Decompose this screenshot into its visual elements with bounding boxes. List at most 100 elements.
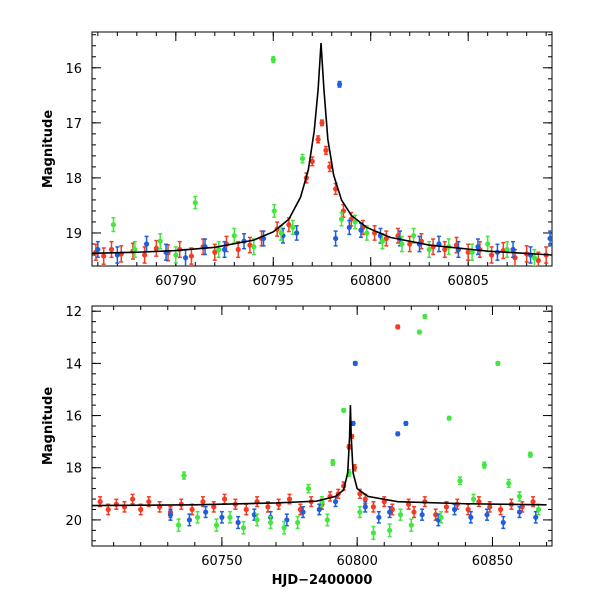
data-point: [487, 504, 493, 510]
data-point: [531, 255, 538, 261]
data-point: [219, 514, 225, 520]
data-point: [319, 120, 325, 126]
y-tick-label: 12: [65, 305, 82, 320]
data-point: [516, 509, 523, 515]
data-point: [110, 222, 117, 228]
data-point: [316, 506, 322, 513]
y-axis-label: Magnitude: [41, 110, 56, 189]
data-point: [395, 324, 401, 330]
data-point: [533, 514, 539, 520]
data-point: [327, 164, 333, 170]
x-tick-label: 60850: [472, 554, 513, 569]
data-point: [305, 486, 312, 492]
data-point: [387, 509, 393, 515]
data-point: [465, 249, 471, 255]
data-point: [510, 246, 516, 253]
x-tick-label: 60795: [253, 274, 294, 289]
data-point: [271, 208, 277, 214]
data-point: [290, 224, 296, 231]
data-point: [323, 147, 329, 153]
data-point: [143, 241, 150, 247]
data-point: [186, 517, 193, 523]
data-point: [338, 216, 345, 222]
data-point: [221, 496, 228, 502]
data-point: [497, 506, 504, 513]
plot-area: [92, 42, 552, 266]
data-point: [95, 246, 101, 253]
data-point: [451, 506, 458, 513]
data-point: [129, 496, 136, 502]
data-point: [251, 512, 257, 518]
data-point: [530, 499, 536, 505]
data-point: [295, 519, 301, 526]
data-point: [506, 480, 512, 486]
data-point: [527, 452, 533, 458]
data-point: [300, 509, 306, 515]
data-point: [309, 158, 315, 164]
x-tick-label: 60750: [201, 554, 242, 569]
data-point: [485, 241, 491, 247]
data-point: [468, 514, 474, 520]
y-tick-label: 20: [65, 514, 82, 529]
data-point: [97, 499, 103, 505]
data-point: [442, 246, 448, 253]
data-point: [475, 244, 481, 250]
data-point: [265, 504, 271, 510]
y-tick-label: 19: [65, 227, 82, 242]
data-point: [212, 249, 218, 255]
data-point: [416, 329, 423, 335]
data-point: [108, 246, 115, 253]
data-point: [395, 431, 401, 437]
data-point: [281, 525, 287, 531]
data-point: [422, 313, 428, 320]
x-axis-label: HJD−2400000: [272, 573, 373, 588]
data-point: [376, 514, 382, 520]
data-point: [397, 512, 404, 518]
data-point: [476, 499, 482, 505]
y-tick-label: 18: [65, 172, 82, 187]
data-point: [352, 360, 358, 366]
data-point: [411, 233, 417, 239]
data-point: [101, 253, 107, 259]
data-point: [235, 246, 241, 253]
data-point: [357, 491, 363, 497]
data-point: [481, 462, 487, 468]
data-point: [240, 525, 247, 531]
data-point: [315, 136, 321, 142]
data-point: [535, 257, 541, 264]
model-curve: [92, 405, 547, 507]
data-point: [535, 506, 542, 513]
data-point: [324, 517, 331, 523]
data-point: [231, 233, 237, 239]
data-point: [254, 517, 260, 523]
model-curve: [92, 42, 552, 256]
y-tick-label: 14: [65, 357, 82, 372]
data-point: [173, 252, 179, 258]
data-point: [138, 506, 144, 513]
data-point: [516, 493, 523, 500]
data-point: [286, 496, 293, 502]
x-tick-label: 60805: [448, 274, 489, 289]
data-point: [370, 530, 377, 536]
data-point: [235, 519, 241, 526]
data-point: [346, 224, 352, 231]
data-point: [330, 459, 336, 466]
data-point: [188, 253, 195, 259]
data-point: [519, 504, 525, 510]
data-point: [547, 235, 552, 242]
data-point: [216, 246, 222, 253]
data-point: [189, 506, 195, 513]
series-red: [97, 324, 536, 521]
data-point: [114, 252, 120, 258]
data-point: [469, 249, 475, 255]
data-point: [405, 501, 412, 507]
data-point: [381, 499, 387, 505]
data-point: [352, 219, 358, 225]
data-point: [341, 407, 347, 413]
data-point: [167, 512, 174, 518]
data-point: [105, 506, 111, 513]
data-point: [457, 478, 463, 484]
data-point: [286, 222, 292, 228]
data-point: [221, 246, 228, 253]
data-point: [251, 244, 257, 250]
